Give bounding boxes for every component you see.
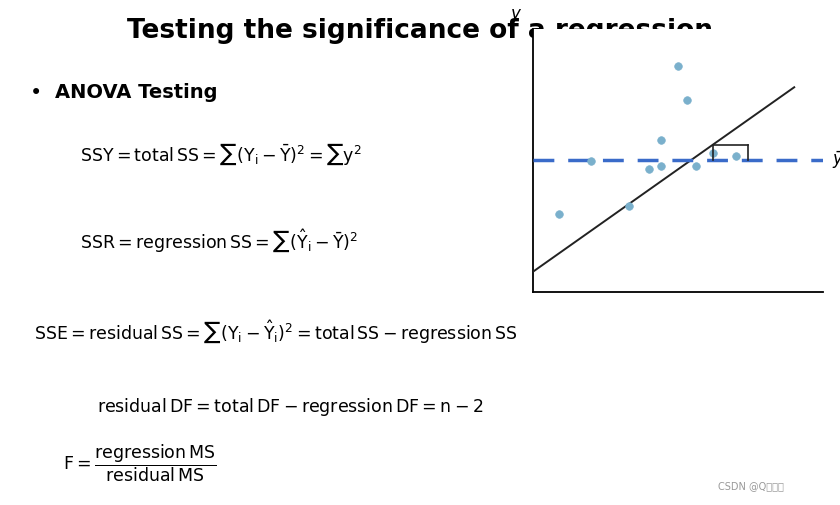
Point <box>622 202 636 210</box>
Point <box>729 153 743 161</box>
Text: •: • <box>29 83 42 104</box>
Point <box>706 149 720 158</box>
Text: Testing the significance of a regression: Testing the significance of a regression <box>127 18 713 43</box>
Text: CSDN @Q一件事: CSDN @Q一件事 <box>718 480 784 490</box>
Point <box>654 163 668 171</box>
Text: ANOVA Testing: ANOVA Testing <box>55 83 217 103</box>
Text: $\mathsf{SSR = regression\,SS = \sum(\hat{Y}_i - \bar{Y})^2}$: $\mathsf{SSR = regression\,SS = \sum(\ha… <box>80 226 358 254</box>
Text: $\mathsf{F} = \dfrac{\mathsf{regression\,MS}}{\mathsf{residual\,MS}}$: $\mathsf{F} = \dfrac{\mathsf{regression\… <box>63 441 217 483</box>
Text: $\mathsf{residual\,DF = total\,DF - regression\,DF = n - 2}$: $\mathsf{residual\,DF = total\,DF - regr… <box>97 395 483 418</box>
Point <box>553 210 566 218</box>
Point <box>680 97 694 105</box>
Point <box>672 63 685 71</box>
Text: $\mathsf{SSE = residual\,SS = \sum(Y_i - \hat{Y}_i)^2 = total\,SS - regression\,: $\mathsf{SSE = residual\,SS = \sum(Y_i -… <box>34 317 517 344</box>
Text: $\mathsf{SSY = total\,SS = \sum(Y_i - \bar{Y})^2 = \sum y^2}$: $\mathsf{SSY = total\,SS = \sum(Y_i - \b… <box>80 141 362 167</box>
Text: $y$: $y$ <box>510 7 522 25</box>
Point <box>643 166 656 174</box>
Point <box>585 158 598 166</box>
Point <box>654 136 668 144</box>
Point <box>689 163 702 171</box>
Text: $\bar{y}$: $\bar{y}$ <box>832 149 840 171</box>
